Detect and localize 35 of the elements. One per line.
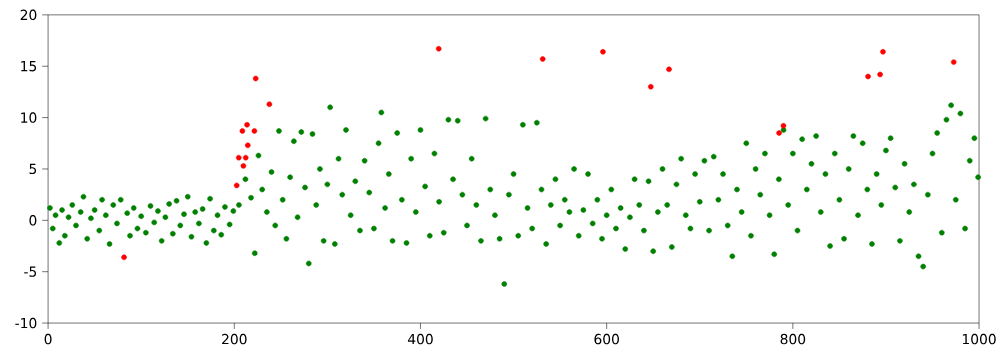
point <box>240 163 247 169</box>
point <box>239 128 246 134</box>
point <box>233 182 240 189</box>
point <box>648 83 654 90</box>
point <box>950 59 957 65</box>
point <box>776 130 782 136</box>
y-tick-label: 0 <box>29 215 37 226</box>
point <box>880 49 886 55</box>
point <box>865 73 871 80</box>
y-tick-label: -10 <box>15 317 37 329</box>
y-tick-label: 5 <box>29 163 37 175</box>
point <box>235 154 242 161</box>
point <box>877 71 883 78</box>
point <box>266 101 273 107</box>
point <box>245 142 251 149</box>
point <box>780 122 787 129</box>
y-tick-label: -5 <box>24 266 37 277</box>
x-tick-label: 800 <box>780 333 806 345</box>
point <box>251 128 258 134</box>
y-tick-label: 10 <box>21 112 37 123</box>
y-tick-label: 15 <box>21 61 37 72</box>
point <box>244 121 250 128</box>
point <box>600 49 606 55</box>
point <box>252 75 259 82</box>
point <box>666 66 672 73</box>
x-tick-label: 600 <box>594 333 619 345</box>
point <box>539 56 546 62</box>
x-tick-label: 200 <box>222 333 247 345</box>
y-tick-label: 20 <box>20 9 37 21</box>
x-tick-label: 1000 <box>962 333 996 345</box>
x-tick-label: 0 <box>44 333 52 345</box>
point <box>121 254 127 261</box>
x-tick-label: 400 <box>407 333 433 345</box>
point <box>242 154 249 161</box>
point <box>435 45 442 52</box>
